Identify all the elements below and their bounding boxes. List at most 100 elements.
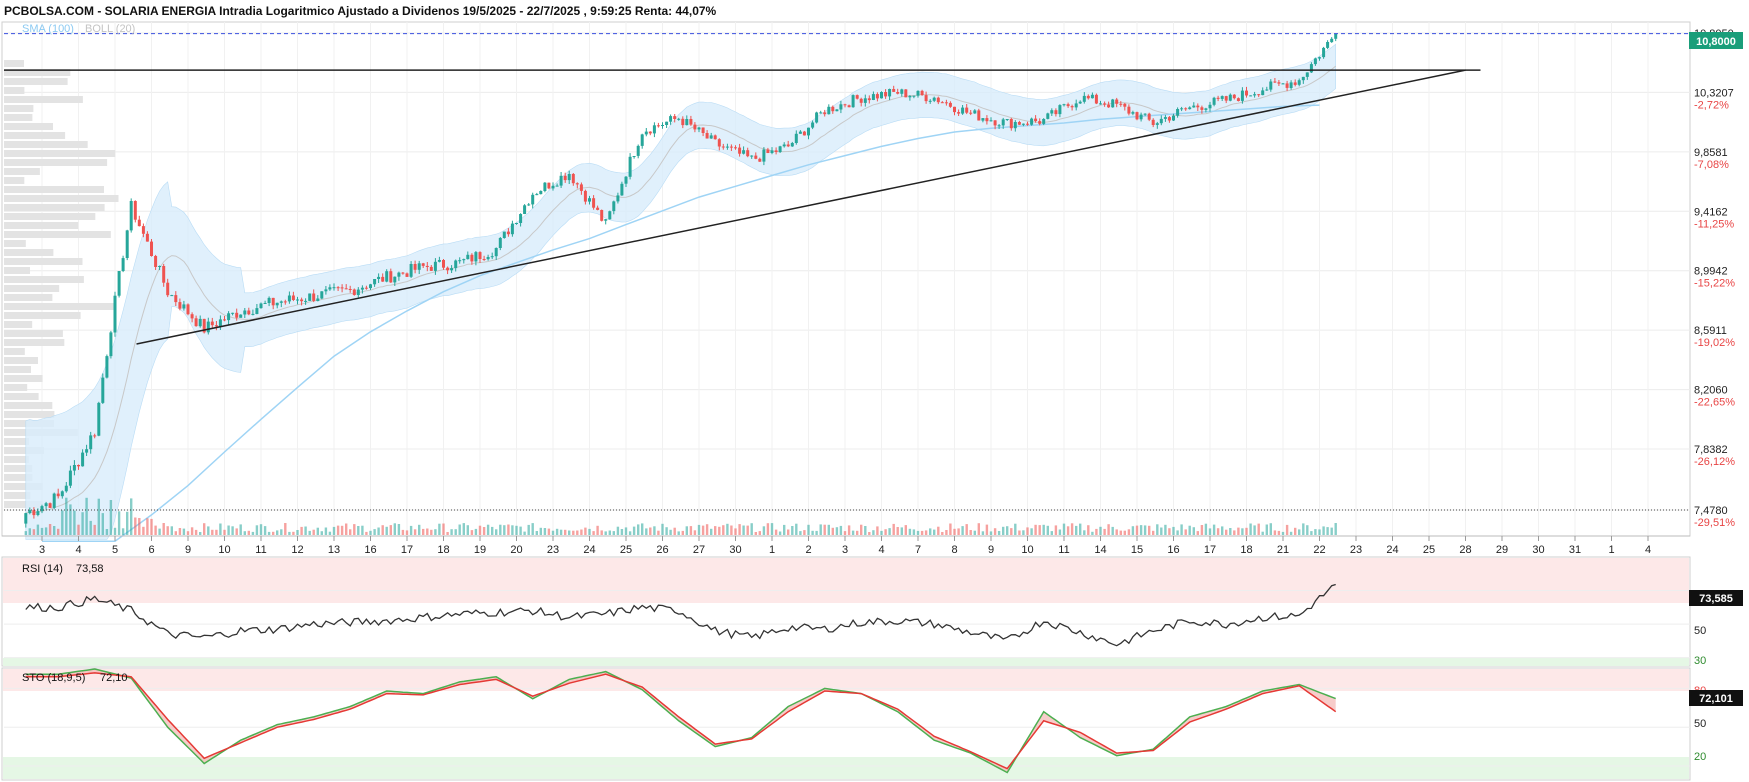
price-tick-label: 9,4162 xyxy=(1694,206,1728,218)
volume-bar xyxy=(126,511,129,535)
candle-body xyxy=(892,89,896,92)
volume-bar xyxy=(357,526,360,535)
volume-profile xyxy=(4,60,119,508)
volume-profile-bar xyxy=(4,222,79,229)
volume-bar xyxy=(1066,526,1070,535)
volume-bar xyxy=(1022,530,1025,535)
volume-bar xyxy=(470,530,474,535)
volume-bar xyxy=(462,523,465,535)
volume-bar xyxy=(888,528,891,535)
sto-value-badge xyxy=(1689,690,1743,706)
candle-body xyxy=(223,319,226,321)
volume-bar xyxy=(292,531,295,535)
volume-bar xyxy=(89,520,92,535)
volume-bar xyxy=(616,526,620,535)
candle-body xyxy=(377,276,381,279)
date-tick-label: 3 xyxy=(39,544,45,556)
volume-profile-bar xyxy=(4,321,33,328)
sto-d-line xyxy=(25,672,1337,770)
candle-body xyxy=(515,223,518,224)
volume-profile-bar xyxy=(4,393,39,400)
candle-body xyxy=(665,121,669,125)
volume-bar xyxy=(1204,523,1208,535)
candle-body xyxy=(827,106,831,115)
candle-body xyxy=(239,314,243,318)
candle-body xyxy=(1070,106,1074,108)
candle-body xyxy=(523,205,527,214)
volume-bar xyxy=(592,531,595,535)
candle-body xyxy=(871,94,875,100)
candle-body xyxy=(588,198,591,202)
candle-body xyxy=(470,254,474,262)
candle-body xyxy=(1257,94,1261,96)
candle-body xyxy=(624,176,628,184)
volume-profile-bar xyxy=(4,114,33,121)
volume-bar xyxy=(856,530,859,535)
volume-bar xyxy=(949,523,952,535)
candle-body xyxy=(137,219,141,227)
volume-bar xyxy=(454,529,457,535)
volume-bar xyxy=(1070,523,1074,535)
candle-body xyxy=(1273,81,1277,83)
volume-bar xyxy=(1212,524,1216,535)
volume-bar xyxy=(908,528,912,535)
volume-bar xyxy=(1216,528,1220,535)
price-tick-label: 7,4780 xyxy=(1694,505,1728,517)
volume-bar xyxy=(1127,529,1131,535)
candle-body xyxy=(231,312,235,314)
candle-body xyxy=(656,125,660,127)
rsi-tick-50: 50 xyxy=(1694,625,1706,637)
candle-body xyxy=(381,276,385,282)
volume-bar xyxy=(243,531,246,535)
candle-body xyxy=(1074,103,1078,108)
volume-bar xyxy=(742,525,745,535)
volume-bar xyxy=(1200,525,1204,535)
candle-body xyxy=(218,319,222,327)
date-tick-label: 26 xyxy=(656,544,668,556)
candle-body xyxy=(1159,118,1163,124)
candle-body xyxy=(170,295,174,297)
price-tick-pct: -29,51% xyxy=(1694,517,1735,529)
candle-body xyxy=(835,109,839,112)
candle-body xyxy=(1224,96,1228,101)
volume-bar xyxy=(349,529,352,535)
volume-bar xyxy=(409,525,413,535)
volume-bar xyxy=(158,528,161,535)
volume-bar xyxy=(774,529,778,535)
candle-body xyxy=(620,183,624,196)
candle-body xyxy=(888,89,892,97)
candle-body xyxy=(592,198,596,208)
volume-bar xyxy=(146,518,149,535)
volume-bar xyxy=(401,529,405,535)
candle-body xyxy=(1163,117,1167,119)
candle-body xyxy=(498,238,502,248)
volume-bar xyxy=(113,527,117,535)
volume-bar xyxy=(795,523,798,535)
volume-bar xyxy=(215,529,218,535)
candle-body xyxy=(693,124,697,130)
volume-bar xyxy=(353,524,356,535)
volume-bar xyxy=(1257,523,1260,535)
volume-bar xyxy=(373,529,376,535)
candle-body xyxy=(953,106,956,113)
volume-bar xyxy=(413,529,417,535)
candle-body xyxy=(786,144,790,147)
candle-body xyxy=(1123,103,1127,107)
volume-bar xyxy=(1188,525,1191,535)
volume-bar xyxy=(1184,529,1187,535)
volume-bar xyxy=(507,524,510,535)
candle-body xyxy=(85,449,89,453)
volume-bar xyxy=(916,530,920,535)
volume-bar xyxy=(486,524,490,535)
candle-body xyxy=(454,260,458,269)
candle-body xyxy=(48,503,52,508)
candle-body xyxy=(393,276,397,283)
rsi-oversold-zone xyxy=(3,658,1689,666)
volume-profile-bar xyxy=(4,105,34,112)
volume-profile-bar xyxy=(4,483,43,490)
price-tick-label: 10,3207 xyxy=(1694,87,1734,99)
candle-body xyxy=(429,266,433,271)
volume-profile-bar xyxy=(4,474,33,481)
date-tick-label: 13 xyxy=(328,544,340,556)
candle-body xyxy=(68,470,72,486)
